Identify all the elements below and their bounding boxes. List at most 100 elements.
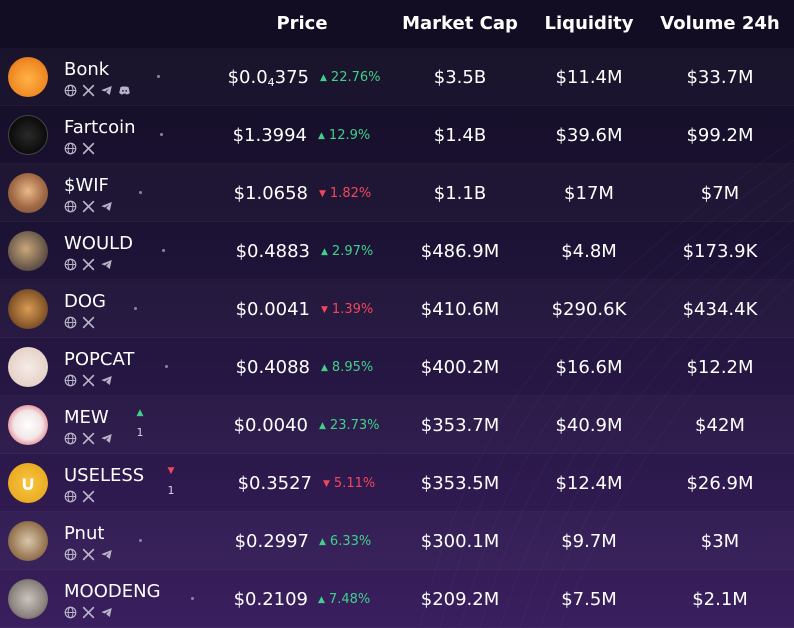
globe-icon[interactable] xyxy=(64,200,77,213)
rank-trend: ▲ 1 xyxy=(133,408,147,439)
social-links xyxy=(64,606,113,619)
header-price[interactable]: Price xyxy=(276,13,328,34)
table-row[interactable]: Pnut $0.2997 ▲ 6.33% $300.1M $9.7M $3M xyxy=(0,512,794,570)
social-links xyxy=(64,316,95,329)
arrow-up-icon: ▲ xyxy=(321,247,328,257)
table-row[interactable]: $WIF $1.0658 ▼ 1.82% $1.1B $17M $7M xyxy=(0,164,794,222)
arrow-down-icon: ▼ xyxy=(321,305,328,315)
liquidity-value: $9.7M xyxy=(561,531,617,552)
token-name[interactable]: Bonk xyxy=(64,59,110,80)
token-name[interactable]: POPCAT xyxy=(64,349,135,370)
table-row[interactable]: POPCAT $0.4088 ▲ 8.95% $400.2M $16.6M $12.2M xyxy=(0,338,794,396)
arrow-up-icon: ▲ xyxy=(319,537,326,547)
arrow-down-icon: ▼ xyxy=(323,479,330,489)
telegram-icon[interactable] xyxy=(100,432,113,445)
token-avatar xyxy=(8,115,48,155)
header-volume-24h[interactable]: Volume 24h xyxy=(660,13,780,34)
token-avatar xyxy=(8,289,48,329)
price-change: ▲ 2.97% xyxy=(321,244,374,259)
token-name[interactable]: Pnut xyxy=(64,523,105,544)
price-change: ▼ 5.11% xyxy=(323,476,376,491)
arrow-down-icon: ▼ xyxy=(319,189,326,199)
token-avatar xyxy=(8,579,48,619)
telegram-icon[interactable] xyxy=(100,606,113,619)
token-price: $0.0041 xyxy=(235,299,310,320)
volume-24h-value: $26.9M xyxy=(686,473,754,494)
x-icon[interactable] xyxy=(82,374,95,387)
x-icon[interactable] xyxy=(82,142,95,155)
volume-24h-value: $7M xyxy=(700,183,740,204)
status-dot xyxy=(139,539,142,542)
status-dot xyxy=(157,75,160,78)
rank-trend: ▼ 1 xyxy=(164,466,178,497)
table-row[interactable]: Fartcoin $1.3994 ▲ 12.9% $1.4B $39.6M $99.2M xyxy=(0,106,794,164)
x-icon[interactable] xyxy=(82,316,95,329)
x-icon[interactable] xyxy=(82,490,95,503)
token-price: $1.0658 xyxy=(233,183,308,204)
x-icon[interactable] xyxy=(82,84,95,97)
market-cap-value: $1.1B xyxy=(433,183,487,204)
x-icon[interactable] xyxy=(82,432,95,445)
token-name[interactable]: MEW xyxy=(64,407,109,428)
globe-icon[interactable] xyxy=(64,84,77,97)
token-name[interactable]: WOULD xyxy=(64,233,134,254)
token-name[interactable]: USELESS xyxy=(64,465,145,486)
token-name[interactable]: MOODENG xyxy=(64,581,161,602)
rank-change-count: 1 xyxy=(136,426,144,439)
token-avatar xyxy=(8,405,48,445)
volume-24h-value: $33.7M xyxy=(686,67,754,88)
token-name[interactable]: $WIF xyxy=(64,175,109,196)
header-liquidity[interactable]: Liquidity xyxy=(544,13,634,34)
globe-icon[interactable] xyxy=(64,374,77,387)
liquidity-value: $4.8M xyxy=(561,241,617,262)
liquidity-value: $7.5M xyxy=(561,589,617,610)
arrow-up-icon: ▲ xyxy=(318,595,325,605)
table-header: Price Market Cap Liquidity Volume 24h xyxy=(0,0,794,48)
globe-icon[interactable] xyxy=(64,258,77,271)
arrow-up-icon: ▲ xyxy=(319,421,326,431)
x-icon[interactable] xyxy=(82,606,95,619)
telegram-icon[interactable] xyxy=(100,200,113,213)
globe-icon[interactable] xyxy=(64,606,77,619)
x-icon[interactable] xyxy=(82,258,95,271)
globe-icon[interactable] xyxy=(64,490,77,503)
liquidity-value: $11.4M xyxy=(555,67,623,88)
market-cap-value: $3.5B xyxy=(433,67,487,88)
table-row[interactable]: WOULD $0.4883 ▲ 2.97% $486.9M $4.8M $173.9K xyxy=(0,222,794,280)
market-cap-value: $353.5M xyxy=(420,473,500,494)
table-row[interactable]: MOODENG $0.2109 ▲ 7.48% $209.2M $7.5M $2.1M xyxy=(0,570,794,628)
token-avatar: ∪ xyxy=(8,463,48,503)
social-links xyxy=(64,258,113,271)
price-change: ▲ 12.9% xyxy=(318,128,371,143)
social-links xyxy=(64,432,113,445)
token-avatar xyxy=(8,173,48,213)
token-price: $0.4883 xyxy=(235,241,310,262)
price-change: ▲ 23.73% xyxy=(319,418,380,433)
telegram-icon[interactable] xyxy=(100,84,113,97)
globe-icon[interactable] xyxy=(64,432,77,445)
token-avatar xyxy=(8,521,48,561)
x-icon[interactable] xyxy=(82,200,95,213)
telegram-icon[interactable] xyxy=(100,548,113,561)
globe-icon[interactable] xyxy=(64,142,77,155)
volume-24h-value: $3M xyxy=(700,531,740,552)
discord-icon[interactable] xyxy=(118,84,131,97)
token-avatar xyxy=(8,231,48,271)
table-row[interactable]: Bonk $0.04375 ▲ 22.76% $3.5B $11.4M $33.7M xyxy=(0,48,794,106)
telegram-icon[interactable] xyxy=(100,258,113,271)
globe-icon[interactable] xyxy=(64,548,77,561)
market-cap-value: $209.2M xyxy=(420,589,500,610)
price-change: ▲ 6.33% xyxy=(319,534,372,549)
status-dot xyxy=(165,365,168,368)
telegram-icon[interactable] xyxy=(100,374,113,387)
x-icon[interactable] xyxy=(82,548,95,561)
globe-icon[interactable] xyxy=(64,316,77,329)
table-row[interactable]: DOG $0.0041 ▼ 1.39% $410.6M $290.6K $434.4K xyxy=(0,280,794,338)
token-name[interactable]: DOG xyxy=(64,291,106,312)
token-name[interactable]: Fartcoin xyxy=(64,117,136,138)
table-row[interactable]: MEW ▲ 1 $0.0040 ▲ 23.73% $353.7M $40.9M $42M xyxy=(0,396,794,454)
arrow-up-icon: ▲ xyxy=(321,363,328,373)
header-market-cap[interactable]: Market Cap xyxy=(402,13,518,34)
table-row[interactable]: ∪ USELESS ▼ 1 $0.3527 ▼ 5.11% $353.5M $12.4M $… xyxy=(0,454,794,512)
market-cap-value: $400.2M xyxy=(420,357,500,378)
